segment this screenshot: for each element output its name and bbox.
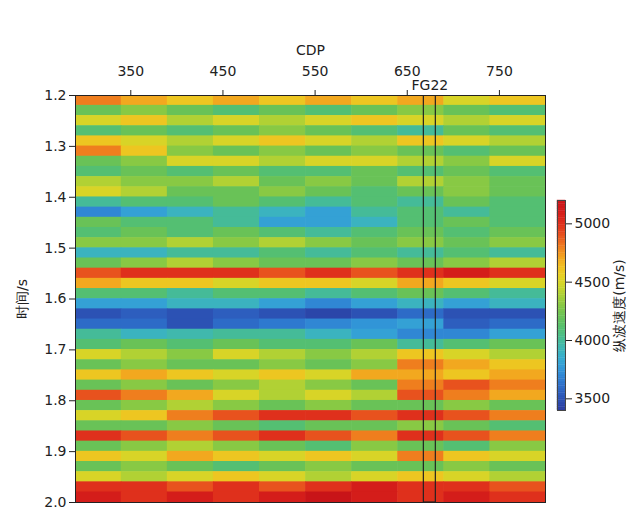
svg-text:3500: 3500 (575, 390, 611, 406)
svg-text:5000: 5000 (575, 215, 611, 231)
svg-text:650: 650 (393, 62, 421, 79)
svg-text:纵波速度(m/s): 纵波速度(m/s) (611, 259, 627, 352)
svg-text:1.6: 1.6 (44, 290, 66, 306)
svg-text:时间/s: 时间/s (14, 279, 30, 319)
svg-text:1.2: 1.2 (44, 87, 66, 103)
svg-text:4500: 4500 (575, 274, 611, 290)
svg-text:750: 750 (486, 63, 513, 79)
svg-text:CDP: CDP (296, 42, 325, 58)
svg-text:1.9: 1.9 (44, 443, 66, 459)
svg-text:FG22: FG22 (411, 77, 448, 93)
svg-text:2.0: 2.0 (44, 494, 66, 510)
svg-text:550: 550 (302, 63, 329, 79)
svg-text:450: 450 (210, 63, 237, 79)
svg-text:4000: 4000 (575, 332, 611, 348)
svg-text:1.3: 1.3 (44, 138, 66, 154)
svg-text:1.7: 1.7 (44, 341, 66, 357)
svg-text:1.5: 1.5 (44, 240, 66, 256)
svg-text:350: 350 (117, 63, 144, 79)
svg-text:1.4: 1.4 (44, 189, 66, 205)
svg-text:1.8: 1.8 (44, 392, 66, 408)
